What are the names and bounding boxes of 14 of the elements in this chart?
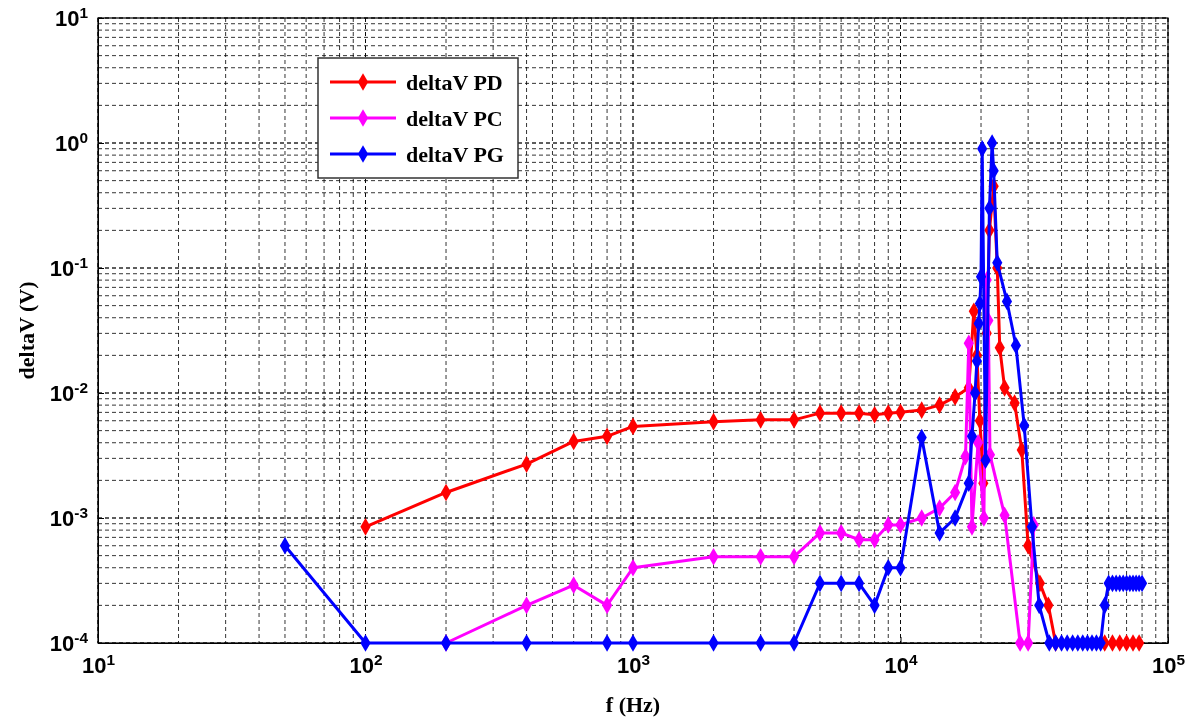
x-tick-label: 10$^{4}$ [884, 650, 918, 678]
y-axis-title: deltaV (V) [14, 281, 39, 380]
x-tick-label: 10$^{2}$ [349, 650, 383, 678]
x-axis-title: f (Hz) [605, 692, 661, 717]
y-tick-label: 10$^{-1}$ [49, 253, 89, 282]
y-tick-label: 10$^{1}$ [54, 3, 89, 32]
legend-label: deltaV PD [406, 69, 503, 95]
y-tick-label: 10$^{-2}$ [49, 378, 88, 407]
legend-label: deltaV PG [406, 141, 504, 167]
legend-label: deltaV PC [406, 105, 503, 131]
x-tick-label: 10$^{5}$ [1151, 650, 1186, 678]
y-tick-label: 10$^{0}$ [54, 128, 88, 157]
y-tick-label: 10$^{-3}$ [49, 503, 88, 532]
x-tick-label: 10$^{3}$ [616, 650, 651, 678]
